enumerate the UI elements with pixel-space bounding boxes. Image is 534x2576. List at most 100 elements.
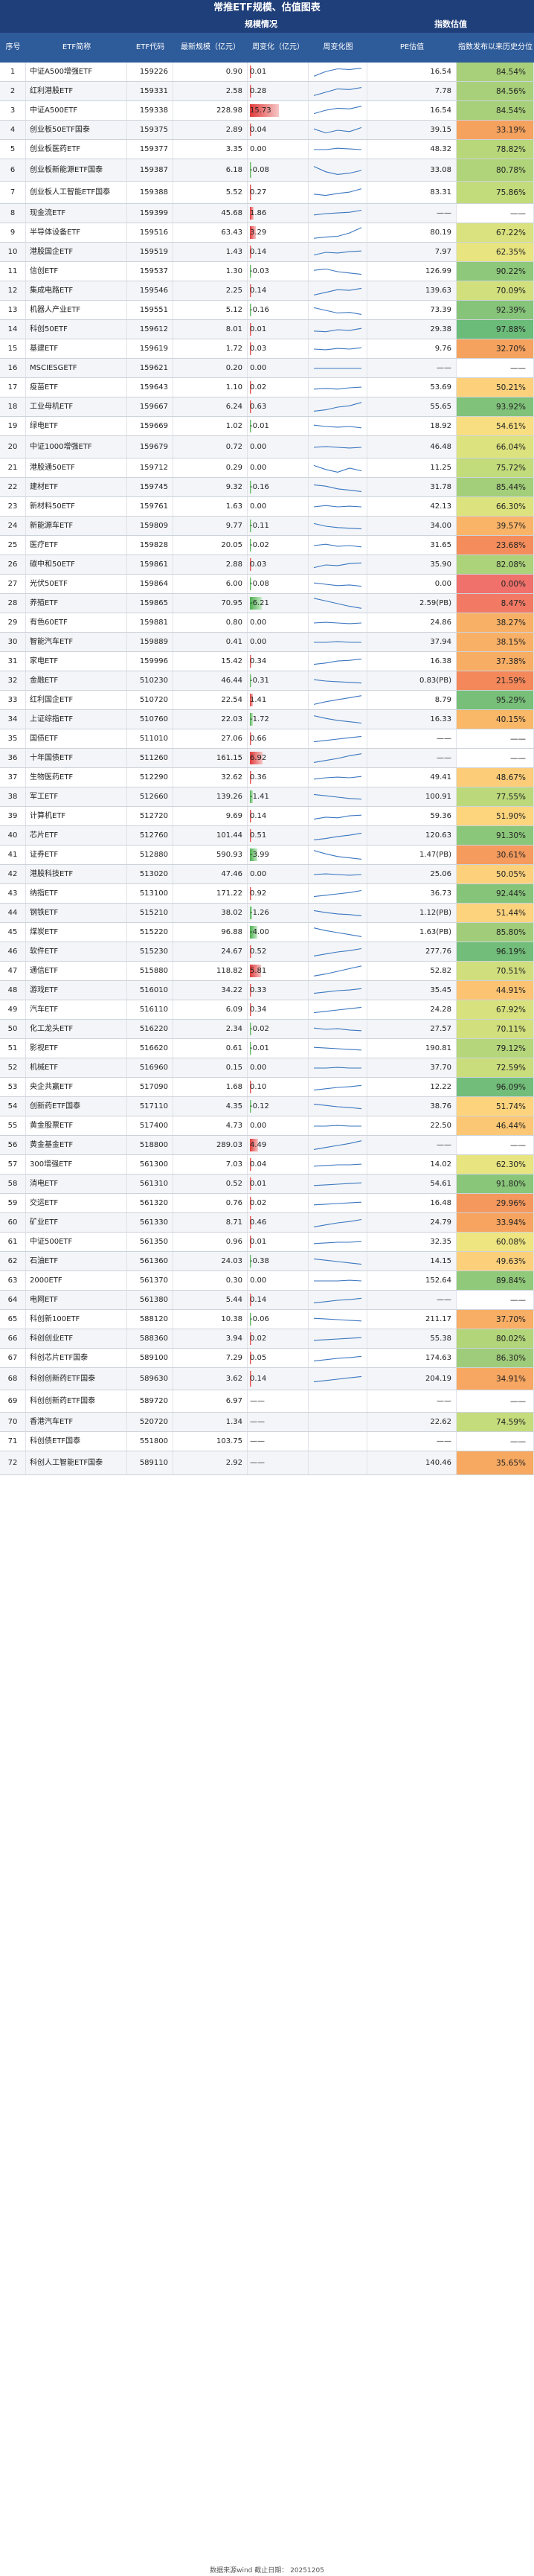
spark-polyline <box>313 1258 362 1265</box>
cell-code: 517110 <box>127 1097 173 1116</box>
chg-bar <box>250 694 253 706</box>
cell-no: 66 <box>0 1329 26 1348</box>
chg-bar <box>250 1100 251 1113</box>
spark-line <box>313 127 362 133</box>
cell-pct: 0.00% <box>457 575 534 593</box>
chg-bar <box>250 246 251 258</box>
cell-aum: 10.38 <box>173 1310 248 1329</box>
cell-pct: 29.96% <box>457 1194 534 1212</box>
chg-cell: 0.05 <box>248 1349 309 1367</box>
chg-cell: 0.14 <box>248 1368 309 1390</box>
cell-no: 58 <box>0 1174 26 1193</box>
cell-pct: 79.12% <box>457 1039 534 1058</box>
cell-aum: 3.62 <box>173 1368 248 1390</box>
chg-value: -0.16 <box>250 483 269 491</box>
spark-polyline <box>313 86 362 96</box>
cell-pe: —— <box>367 204 457 223</box>
cell-name: 石油ETF <box>26 1252 127 1271</box>
spark-cell <box>309 436 367 458</box>
cell-pct: —— <box>457 1390 534 1412</box>
cell-name: 2000ETF <box>26 1271 127 1290</box>
spark-polyline <box>313 1140 362 1150</box>
spark-line <box>313 1241 362 1244</box>
table-row: 27 光伏50ETF 159864 6.00 -0.08 0.00 0.00% <box>0 575 534 594</box>
chg-cell: -0.02 <box>248 536 309 554</box>
chg-cell: 3.29 <box>248 223 309 242</box>
cell-pe: 24.28 <box>367 1000 457 1019</box>
chg-value: 3.29 <box>250 228 267 237</box>
chg-cell: -6.21 <box>248 594 309 613</box>
spark-cell <box>309 1252 367 1271</box>
table-row: 14 科创50ETF 159612 8.01 0.01 29.38 97.88% <box>0 320 534 339</box>
cell-code: 159667 <box>127 397 173 416</box>
cell-pct: 75.86% <box>457 182 534 203</box>
chg-cell: —— <box>248 1413 309 1431</box>
cell-pct: 32.70% <box>457 339 534 358</box>
cell-name: 中证A500ETF <box>26 101 127 120</box>
spark-line <box>313 1084 362 1090</box>
chg-cell: 0.92 <box>248 884 309 903</box>
chg-bar <box>250 674 251 687</box>
cell-pe: 59.36 <box>367 807 457 825</box>
chg-bar <box>250 1294 251 1306</box>
cell-no: 50 <box>0 1020 26 1038</box>
spark-polyline <box>313 1046 362 1050</box>
spark-line <box>313 268 362 275</box>
cell-pct: 84.56% <box>457 82 534 100</box>
chg-cell: —— <box>248 1432 309 1451</box>
cell-code: 159712 <box>127 458 173 477</box>
cell-code: 517400 <box>127 1116 173 1135</box>
chg-value: 1.41 <box>250 696 267 704</box>
spark-polyline <box>313 910 362 916</box>
cell-no: 55 <box>0 1116 26 1135</box>
spark-cell <box>309 1349 367 1367</box>
chg-value: -1.41 <box>250 793 269 801</box>
spark-line <box>313 401 362 412</box>
spark-line <box>313 188 362 196</box>
cell-pe: 80.19 <box>367 223 457 242</box>
cell-aum: 8.01 <box>173 320 248 339</box>
chg-value: 0.05 <box>250 1354 267 1362</box>
cell-name: 基建ETF <box>26 339 127 358</box>
cell-no: 43 <box>0 884 26 903</box>
spark-line <box>313 927 362 937</box>
table-row: 64 电网ETF 561380 5.44 0.14 —— —— <box>0 1291 534 1310</box>
spark-cell <box>309 82 367 100</box>
cell-aum: 24.03 <box>173 1252 248 1271</box>
cell-no: 8 <box>0 204 26 223</box>
chg-value: 6.92 <box>250 754 267 762</box>
cell-pe: 11.25 <box>367 458 457 477</box>
chg-value: 0.33 <box>250 986 267 994</box>
spark-polyline <box>313 424 362 428</box>
table-row: 2 红利港股ETF 159331 2.58 0.28 7.78 84.56% <box>0 82 534 101</box>
spark-cell <box>309 301 367 319</box>
cell-aum: 0.61 <box>173 1039 248 1058</box>
cell-aum: 1.34 <box>173 1413 248 1431</box>
cell-code: 515880 <box>127 962 173 980</box>
cell-name: 芯片ETF <box>26 826 127 845</box>
chg-bar <box>250 185 251 200</box>
spark-cell <box>309 729 367 748</box>
table-row: 7 创业板人工智能ETF国泰 159388 5.52 0.27 83.31 75.86% <box>0 182 534 204</box>
cell-pct: 85.80% <box>457 923 534 942</box>
cell-name: 医疗ETF <box>26 536 127 554</box>
cell-no: 42 <box>0 865 26 883</box>
cell-pe: 126.99 <box>367 262 457 281</box>
cell-pe: 22.62 <box>367 1413 457 1431</box>
cell-name: 金融ETF <box>26 671 127 690</box>
cell-pe: 35.45 <box>367 981 457 1000</box>
cell-aum: 0.52 <box>173 1174 248 1193</box>
cell-name: 新能源车ETF <box>26 517 127 535</box>
table-row: 32 金融ETF 510230 46.44 -0.31 0.83(PB) 21.59% <box>0 671 534 691</box>
chg-cell: —— <box>248 1390 309 1412</box>
spark-polyline <box>313 1218 362 1227</box>
spark-cell <box>309 1413 367 1431</box>
cell-pct: 80.78% <box>457 159 534 181</box>
cell-aum: 0.20 <box>173 359 248 377</box>
cell-aum: 1.30 <box>173 262 248 281</box>
cell-aum: 1.68 <box>173 1078 248 1096</box>
spark-polyline <box>314 147 362 150</box>
cell-pct: 70.11% <box>457 1020 534 1038</box>
chg-cell: 0.01 <box>248 320 309 339</box>
cell-pe: 277.76 <box>367 942 457 961</box>
